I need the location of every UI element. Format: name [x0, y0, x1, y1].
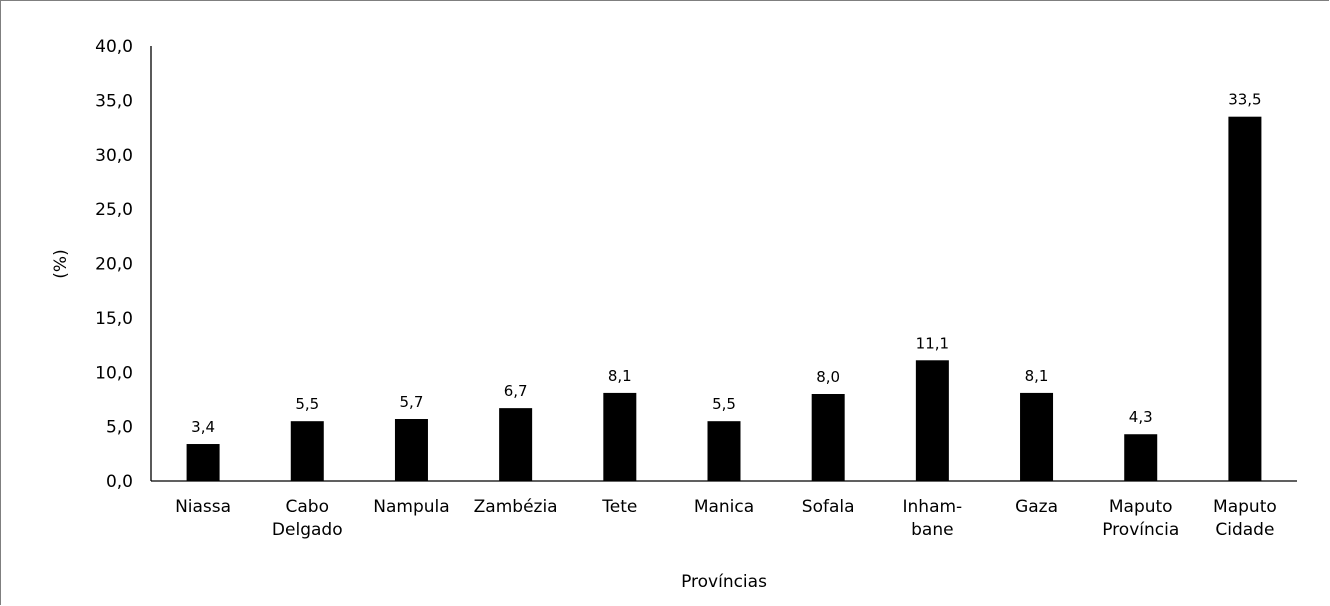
x-tick-label: Zambézia: [474, 497, 558, 517]
data-label: 5,5: [712, 395, 736, 413]
x-tick-label: Província: [1102, 520, 1179, 540]
y-tick-label: 0,0: [106, 472, 133, 492]
data-label: 3,4: [191, 418, 215, 436]
data-label: 8,1: [608, 367, 632, 385]
x-tick-label: Delgado: [272, 520, 343, 540]
x-tick-label: Maputo: [1109, 497, 1173, 517]
y-tick-label: 35,0: [95, 91, 133, 111]
y-tick-label: 10,0: [95, 363, 133, 383]
y-tick-labels: 0,0 5,0 10,0 15,0 20,0 25,0 30,0 35,0 40,0: [95, 37, 133, 492]
x-tick-label: Sofala: [802, 497, 855, 517]
y-tick-label: 20,0: [95, 255, 133, 275]
x-axis-title: Províncias: [681, 572, 767, 592]
bar: [290, 421, 324, 481]
x-tick-label: Nampula: [373, 497, 449, 517]
y-tick-label: 30,0: [95, 146, 133, 166]
bar: [707, 421, 741, 481]
x-tick-label: Niassa: [175, 497, 231, 517]
data-label: 5,7: [400, 393, 424, 411]
bar: [499, 408, 533, 481]
y-axis-title: (%): [51, 249, 71, 278]
bars: [186, 116, 1262, 481]
x-tick-label: Tete: [601, 497, 637, 517]
y-tick-label: 15,0: [95, 309, 133, 329]
x-tick-label: Cidade: [1215, 520, 1274, 540]
y-tick-label: 40,0: [95, 37, 133, 57]
data-label: 33,5: [1228, 91, 1261, 109]
bar: [603, 392, 637, 481]
bar: [1124, 434, 1158, 481]
x-tick-label: Gaza: [1015, 497, 1058, 517]
bar: [811, 394, 845, 481]
data-label: 6,7: [504, 382, 528, 400]
bar: [1228, 116, 1262, 481]
x-tick-label: Cabo: [286, 497, 329, 517]
y-tick-label: 5,0: [106, 418, 133, 438]
data-label: 8,0: [816, 368, 840, 386]
bar: [1020, 392, 1054, 481]
bar: [915, 360, 949, 481]
x-tick-label: Manica: [694, 497, 754, 517]
data-labels: 3,4 5,5 5,7 6,7 8,1 5,5 8,0 11,1 8,1 4,3 33,5: [191, 91, 1261, 436]
bar: [394, 419, 428, 481]
y-tick-label: 25,0: [95, 200, 133, 220]
data-label: 4,3: [1129, 408, 1153, 426]
bar: [186, 444, 220, 481]
x-tick-label: Inham-: [903, 497, 963, 517]
x-tick-label: bane: [911, 520, 953, 540]
data-label: 5,5: [295, 395, 319, 413]
x-tick-label: Maputo: [1213, 497, 1277, 517]
data-label: 8,1: [1025, 367, 1049, 385]
x-tick-labels: Niassa Cabo Delgado Nampula Zambézia Tete Mani…: [175, 497, 1277, 540]
data-label: 11,1: [916, 334, 949, 352]
